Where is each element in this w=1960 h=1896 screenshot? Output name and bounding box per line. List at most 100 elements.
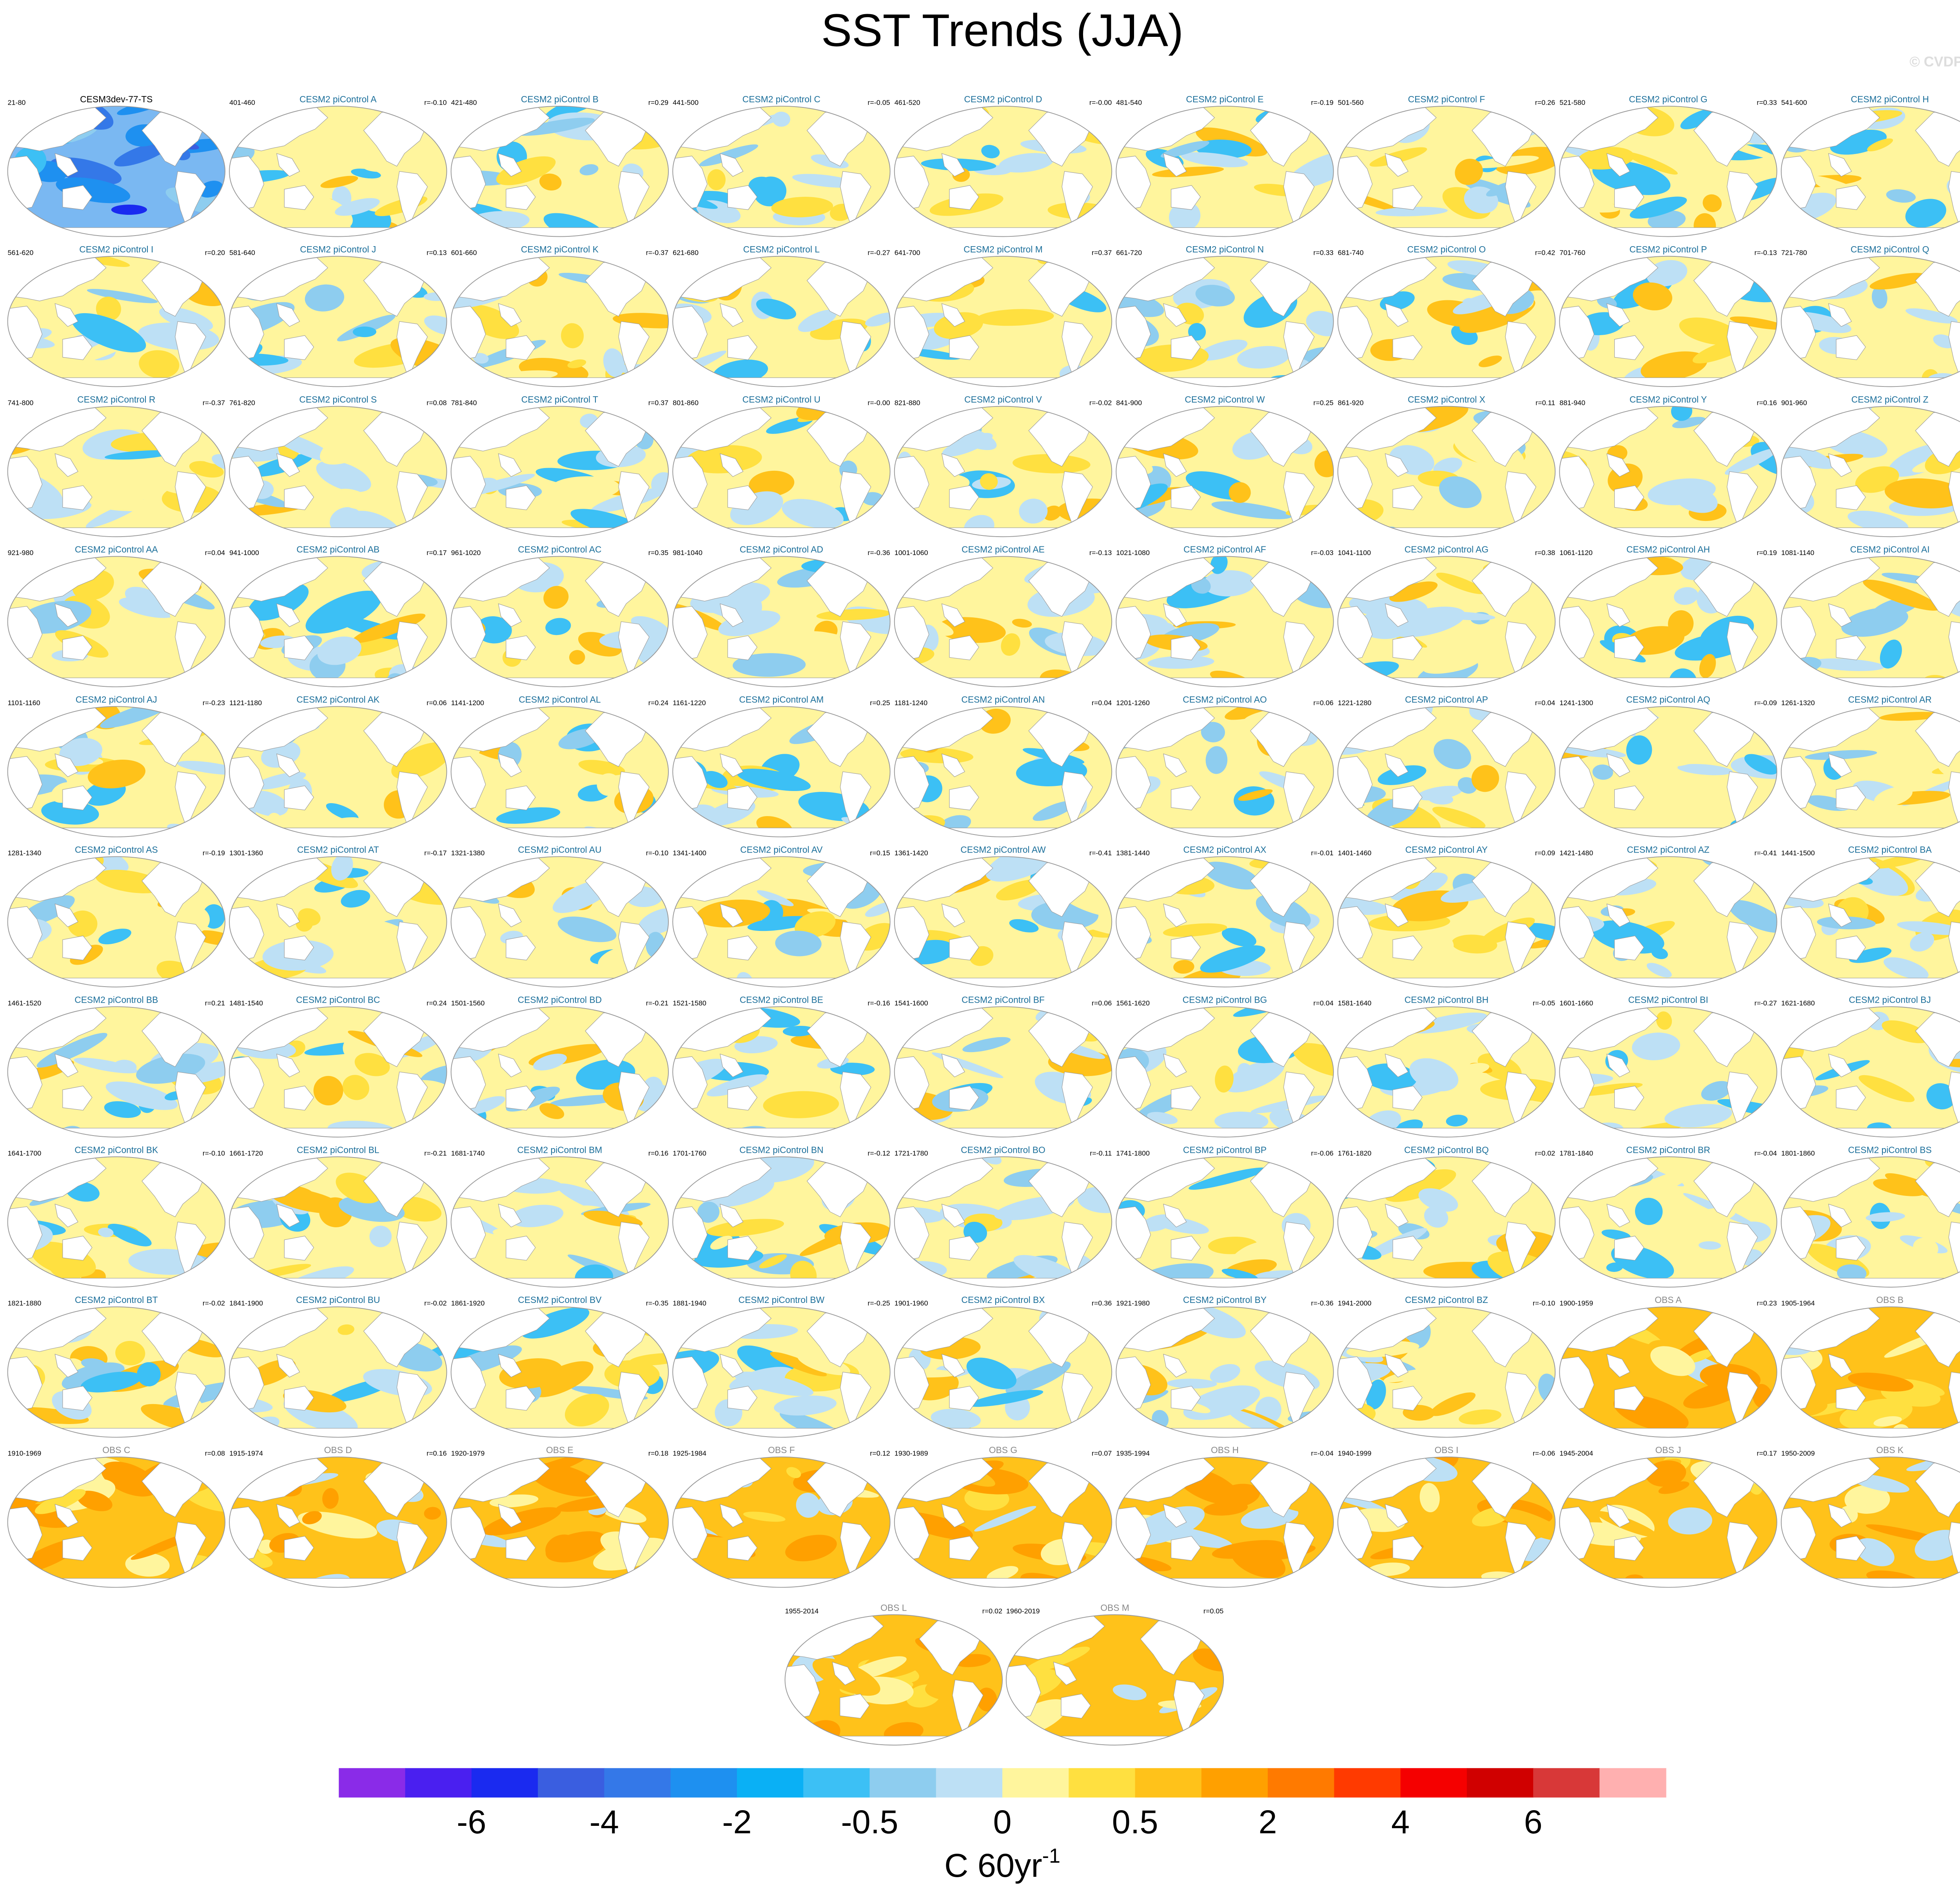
colorbar-box	[405, 1768, 472, 1798]
map-outline	[894, 556, 1112, 688]
map-shading	[1946, 1157, 1960, 1158]
map-shading	[732, 653, 806, 677]
map	[1780, 1156, 1960, 1288]
map-shading	[1906, 308, 1958, 324]
map-shading	[543, 586, 569, 609]
map	[1116, 856, 1334, 987]
map-clip	[7, 1306, 225, 1437]
map-shading	[1152, 166, 1224, 177]
map-panel: 581-640 CESM2 piControl J r=0.13	[229, 244, 447, 387]
map-outline	[1116, 1156, 1334, 1288]
map-shading	[1650, 1346, 1695, 1376]
map-shading	[1418, 1188, 1458, 1212]
map-panel: 1661-1720 CESM2 piControl BL r=-0.21	[229, 1145, 447, 1288]
map-panel: 1341-1400 CESM2 piControl AV r=0.15	[672, 845, 891, 987]
map-shading	[1203, 862, 1260, 890]
map-panel: 1161-1220 CESM2 piControl AM r=0.25	[672, 695, 891, 838]
panel-title: CESM2 piControl AY	[1405, 845, 1488, 855]
map-clip	[229, 1007, 447, 1137]
colorbar-box	[1400, 1768, 1467, 1798]
map-clip	[1116, 256, 1334, 387]
panel-years: 501-560	[1338, 99, 1364, 107]
map-clip	[1338, 1457, 1555, 1588]
map-clip	[894, 256, 1112, 387]
map-clip	[1116, 856, 1334, 987]
panel-correlation: r=-0.36	[1311, 1299, 1333, 1307]
map-shading	[326, 803, 359, 821]
ocean-shading	[1116, 706, 1334, 837]
map-clip	[1559, 1306, 1777, 1437]
map-shading	[1863, 579, 1940, 611]
panel-title: CESM2 piControl BK	[74, 1145, 158, 1155]
map-shading	[1520, 406, 1536, 410]
map-shading	[424, 315, 447, 335]
map-shading	[1865, 1352, 1908, 1367]
colorbar-box	[1201, 1768, 1269, 1798]
map-shading	[305, 284, 345, 312]
panel-years: 541-600	[1781, 99, 1807, 107]
map-clip	[673, 706, 890, 837]
map-outline	[894, 406, 1112, 537]
map-shading	[515, 118, 595, 136]
map-shading	[1385, 1169, 1456, 1202]
map-shading	[544, 106, 608, 119]
panel-correlation: r=-0.19	[1311, 99, 1333, 107]
map-panel: 1761-1820 CESM2 piControl BQ r=0.02	[1337, 1145, 1556, 1288]
map-shading	[532, 758, 563, 783]
map-shading	[249, 1457, 281, 1461]
panel-correlation: r=0.08	[205, 1450, 225, 1457]
panel-correlation: r=0.05	[1203, 1607, 1223, 1615]
ocean-shading	[1559, 406, 1777, 537]
map-clip	[1781, 1157, 1960, 1287]
panel-years: 1501-1560	[451, 999, 485, 1007]
map-shading	[1809, 658, 1885, 671]
map	[894, 556, 1112, 688]
panel-years: 481-540	[1116, 99, 1142, 107]
ocean-shading	[673, 1457, 890, 1588]
map-shading	[1181, 152, 1248, 167]
panel-years: 1601-1660	[1559, 999, 1593, 1007]
map-clip	[229, 856, 447, 987]
map-shading	[104, 1101, 141, 1118]
panel-years: 1141-1200	[451, 699, 484, 707]
panel-years: 881-940	[1559, 399, 1585, 406]
map	[7, 1306, 225, 1438]
panel-correlation: r=-0.12	[867, 1149, 890, 1157]
panel-years: 1950-2009	[1781, 1450, 1815, 1457]
map-outline	[1559, 105, 1777, 237]
map	[1337, 1006, 1556, 1138]
map-shading	[1089, 1503, 1106, 1522]
panel-correlation: r=0.04	[1092, 699, 1112, 707]
map-outline	[450, 706, 669, 838]
map-shading	[1237, 346, 1290, 369]
panel-correlation: r=0.35	[648, 549, 668, 557]
map	[1337, 105, 1556, 237]
map	[1116, 556, 1334, 688]
panel-title: CESM2 piControl AB	[296, 544, 379, 555]
map-panel: 501-560 CESM2 piControl F r=0.26	[1337, 94, 1556, 237]
map-shading	[603, 348, 625, 377]
map	[229, 706, 447, 838]
map-shading	[177, 760, 225, 775]
map-shading	[1436, 572, 1485, 594]
map-shading	[1409, 1058, 1459, 1092]
map-shading	[786, 1467, 801, 1478]
panel-correlation: r=-0.41	[1755, 849, 1777, 857]
panel-years: 1861-1920	[451, 1299, 485, 1307]
map-shading	[1668, 1507, 1712, 1535]
panel-correlation: r=-0.10	[203, 1149, 225, 1157]
map-panel: 701-760 CESM2 piControl P r=-0.13	[1559, 244, 1777, 387]
map-shading	[753, 176, 787, 207]
map-shading	[1147, 655, 1214, 669]
panel-years: 1361-1420	[895, 849, 928, 857]
map	[7, 105, 225, 237]
panel-years: 641-700	[895, 249, 920, 256]
map-shading	[545, 618, 571, 635]
map-shading	[62, 1362, 125, 1390]
map-shading	[1254, 1270, 1326, 1286]
panel-correlation: r=0.24	[426, 999, 446, 1007]
panel-correlation: r=-0.10	[646, 849, 668, 857]
